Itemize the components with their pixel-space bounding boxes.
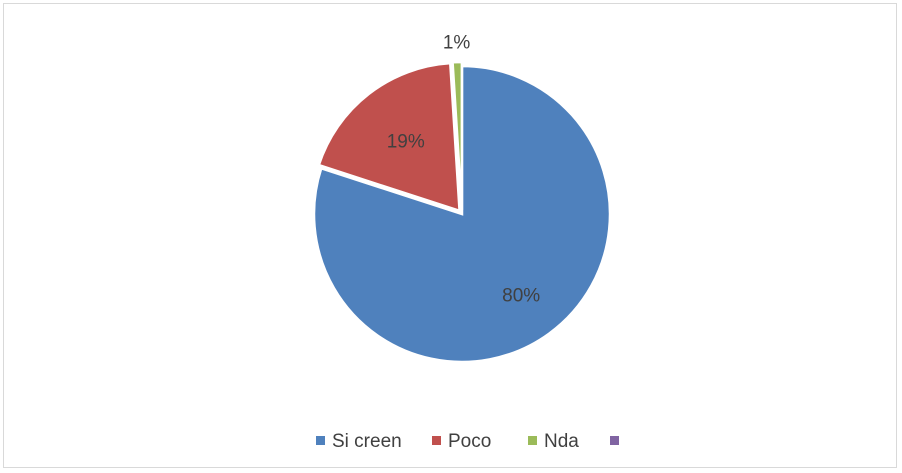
data-label-poco: 19%	[387, 131, 425, 152]
pie-slice-poco	[317, 61, 461, 213]
legend-label-si-creen: Si creen	[332, 431, 402, 452]
pie-slice-nda	[451, 60, 464, 211]
legend-swatch-si-creen	[316, 436, 325, 445]
legend: Si creen Poco Nda	[316, 431, 619, 452]
data-label-si-creen: 80%	[502, 285, 540, 306]
legend-swatch-nda	[528, 436, 537, 445]
pie-slices	[312, 60, 612, 364]
data-labels: 80% 19% 1%	[387, 32, 541, 306]
legend-swatch-unnamed	[610, 436, 619, 445]
legend-swatch-poco	[432, 436, 441, 445]
data-label-nda: 1%	[443, 32, 471, 53]
legend-label-nda: Nda	[544, 431, 579, 452]
legend-label-poco: Poco	[448, 431, 491, 452]
pie-slice-si-creen	[312, 64, 612, 364]
